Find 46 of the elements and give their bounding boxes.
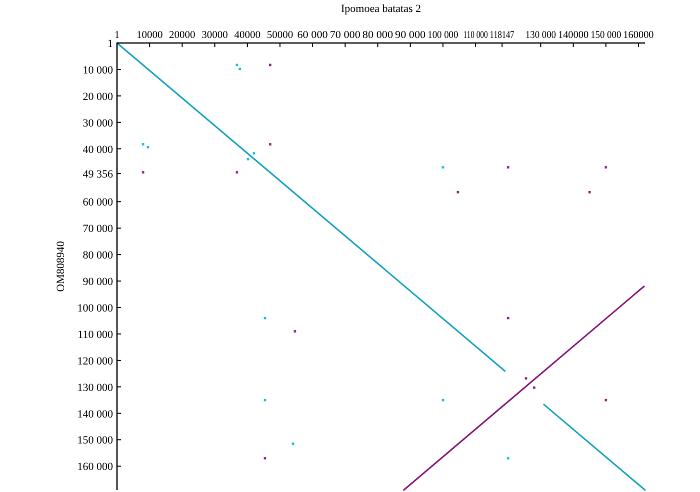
- x-tick-label: 60 000: [297, 30, 328, 41]
- y-tick-label: 70 000: [82, 223, 114, 236]
- point: [506, 166, 510, 169]
- point: [532, 386, 536, 389]
- point: [142, 171, 144, 174]
- point: [604, 166, 608, 169]
- x-tick-label: 10000: [136, 30, 163, 41]
- point: [456, 190, 460, 194]
- y-axis-title: OM808940: [55, 240, 67, 292]
- y-tick-label: 20 000: [82, 90, 114, 103]
- point: [238, 68, 242, 70]
- x-tick-label: 90 000: [395, 30, 426, 41]
- x-tick-label: 30000: [202, 30, 228, 41]
- y-tick-label: 60 000: [82, 196, 114, 209]
- y-tick-label: 100 000: [77, 302, 114, 314]
- x-tick-label: 100 000: [428, 30, 462, 41]
- x-tick-label: 160000: [623, 30, 655, 41]
- y-tick-label: 150 000: [77, 434, 114, 447]
- x-tick-label: 50000: [266, 30, 294, 41]
- point: [236, 171, 238, 174]
- x-tick-label: 70 000: [330, 30, 360, 41]
- x-tick-label: 130 000: [525, 30, 560, 41]
- x-tick-label: 40000: [234, 30, 260, 41]
- y-tick-label: 140 000: [77, 408, 114, 420]
- y-tick-label: 49 356: [82, 168, 114, 181]
- y-tick-label: 80 000: [82, 250, 114, 262]
- y-tick-label: 120 000: [77, 355, 114, 368]
- y-tick-label: 40 000: [82, 144, 114, 156]
- point: [604, 398, 608, 402]
- y-tick-label: 110 000: [78, 328, 114, 341]
- y-tick-label: 130 000: [77, 382, 114, 394]
- x-tick-label: 118147: [490, 30, 521, 41]
- x-axis-title: Ipomoea batatas 2: [340, 3, 422, 15]
- x-tick-label: 150 000: [590, 30, 625, 41]
- x-tick-label: 20000: [169, 30, 196, 41]
- point: [588, 190, 591, 194]
- y-tick-label: 10 000: [82, 64, 114, 76]
- point: [442, 166, 444, 169]
- y-tick-label: 1: [108, 38, 113, 50]
- x-tick-label: 80 000: [362, 30, 394, 41]
- y-tick-label: 30 000: [82, 117, 114, 130]
- y-tick-label: 90 000: [82, 276, 114, 288]
- x-tick-label: 140000: [558, 30, 590, 41]
- point: [506, 316, 510, 320]
- point: [442, 398, 444, 402]
- y-tick-label: 160 000: [77, 461, 114, 474]
